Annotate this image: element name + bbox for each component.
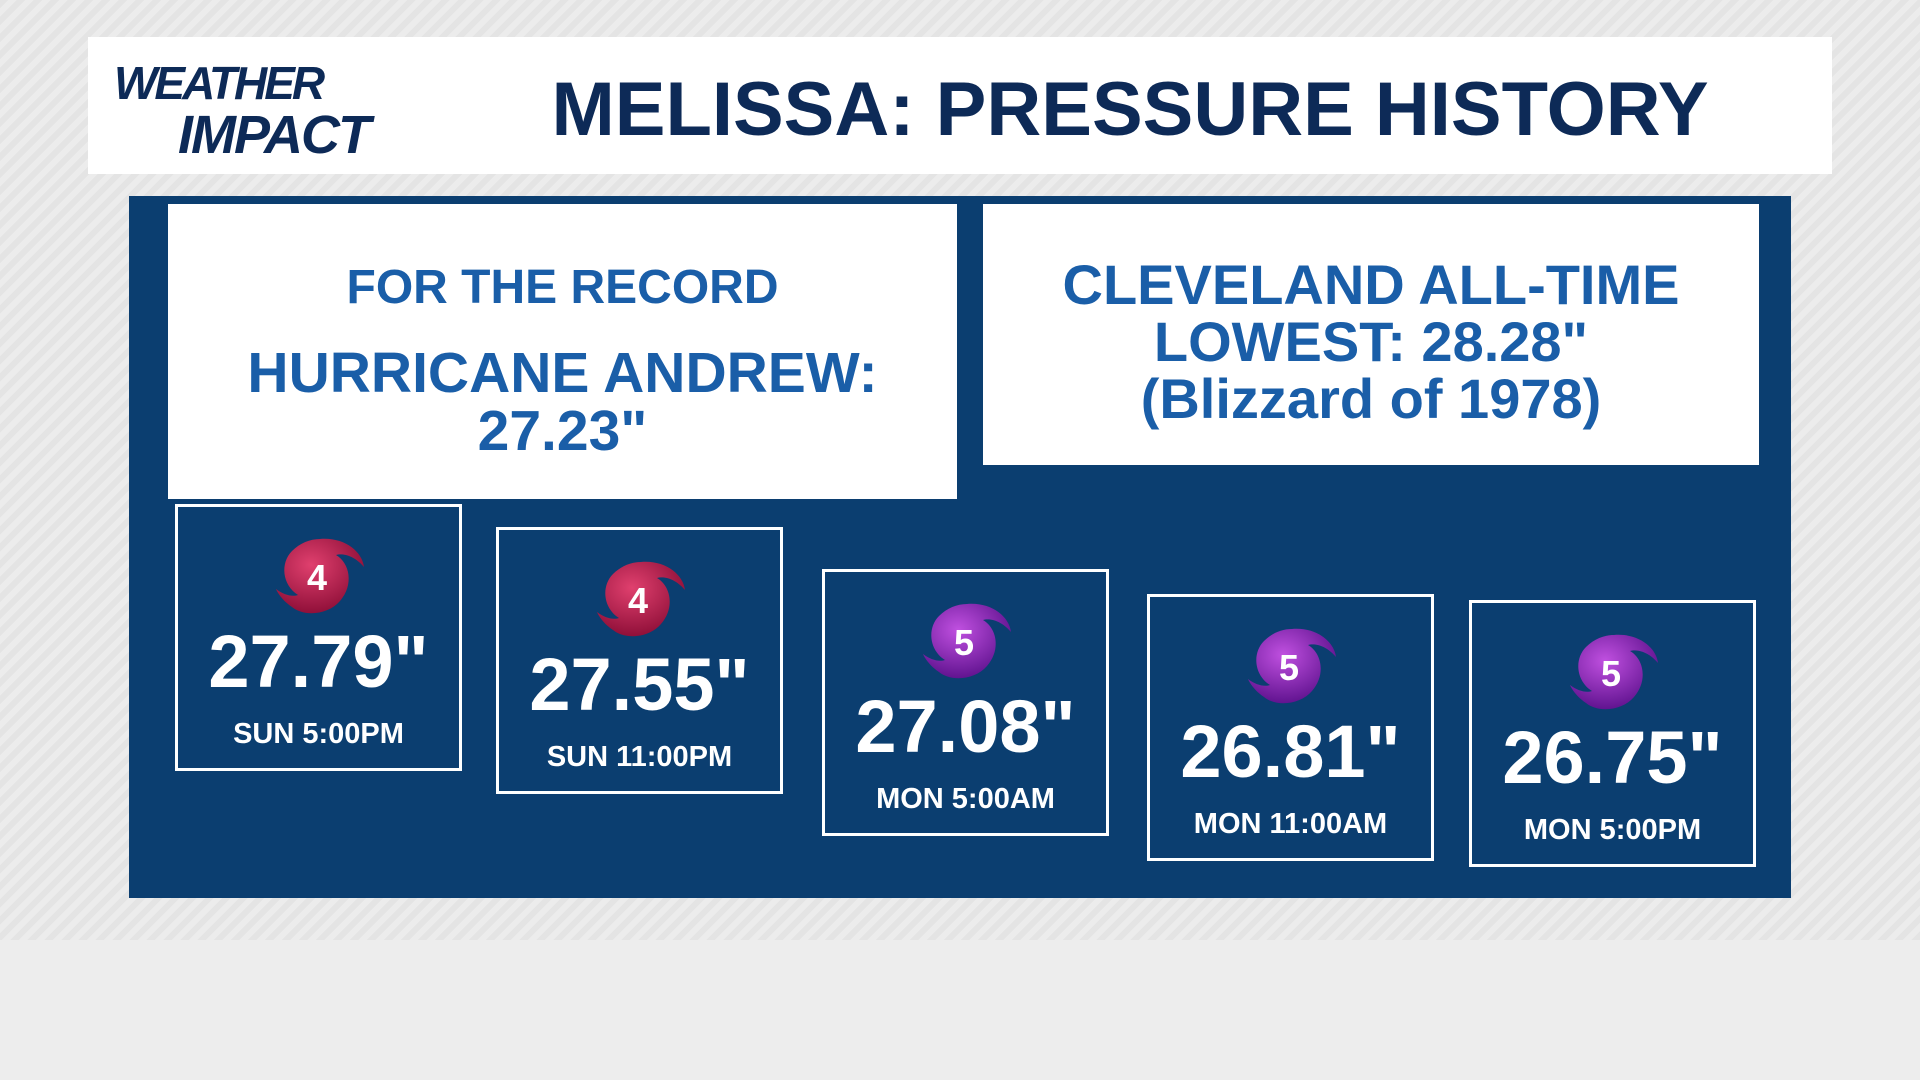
time: SUN 11:00PM (546, 741, 733, 773)
reading-card: 5 26.75" MON 5:00PM (1469, 600, 1756, 867)
header-bar (88, 37, 1832, 174)
storm-category: 4 (307, 557, 327, 598)
background-band (0, 940, 1920, 1080)
record-text: HURRICANE ANDREW: 27.23" (168, 344, 957, 460)
storm-icon: 5 (1248, 628, 1336, 704)
pressure: 27.55" (529, 643, 750, 726)
reading-card: 4 27.55" SUN 11:00PM (496, 527, 783, 794)
cleveland-line: CLEVELAND ALL-TIME (1062, 253, 1680, 316)
storm-category: 5 (1279, 647, 1299, 688)
title: MELISSA: PRESSURE HISTORY (551, 67, 1709, 152)
reading-card: 5 26.81" MON 11:00AM (1147, 594, 1434, 861)
record-line: HURRICANE ANDREW: (247, 341, 878, 405)
cleveland-line: LOWEST: 28.28" (1153, 310, 1589, 373)
time: MON 11:00AM (1193, 808, 1388, 840)
record-box: FOR THE RECORD HURRICANE ANDREW: 27.23" (168, 204, 957, 499)
cleveland-text: CLEVELAND ALL-TIME LOWEST: 28.28" (Blizz… (983, 256, 1759, 427)
cleveland-box: CLEVELAND ALL-TIME LOWEST: 28.28" (Blizz… (983, 204, 1759, 465)
storm-icon: 4 (276, 538, 364, 614)
logo-text: IMPACT (178, 105, 371, 165)
pressure: 27.79" (208, 620, 429, 703)
storm-icon: 4 (597, 561, 685, 637)
reading-card: 5 27.08" MON 5:00AM (822, 569, 1109, 836)
logo-text: WEATHER (114, 57, 325, 109)
time: MON 5:00AM (876, 783, 1055, 815)
time: SUN 5:00PM (233, 718, 404, 750)
pressure: 26.75" (1502, 716, 1723, 799)
pressure: 26.81" (1180, 710, 1401, 793)
storm-category: 4 (628, 580, 648, 621)
pressure: 27.08" (855, 685, 1076, 768)
record-heading: FOR THE RECORD (346, 261, 779, 314)
cleveland-line: (Blizzard of 1978) (1140, 367, 1602, 430)
record-line: 27.23" (477, 399, 648, 463)
time: MON 5:00PM (1523, 814, 1702, 846)
storm-icon: 5 (1570, 634, 1658, 710)
reading-card: 4 27.79" SUN 5:00PM (175, 504, 462, 771)
storm-category: 5 (1601, 653, 1621, 694)
storm-category: 5 (954, 622, 974, 663)
storm-icon: 5 (923, 603, 1011, 679)
